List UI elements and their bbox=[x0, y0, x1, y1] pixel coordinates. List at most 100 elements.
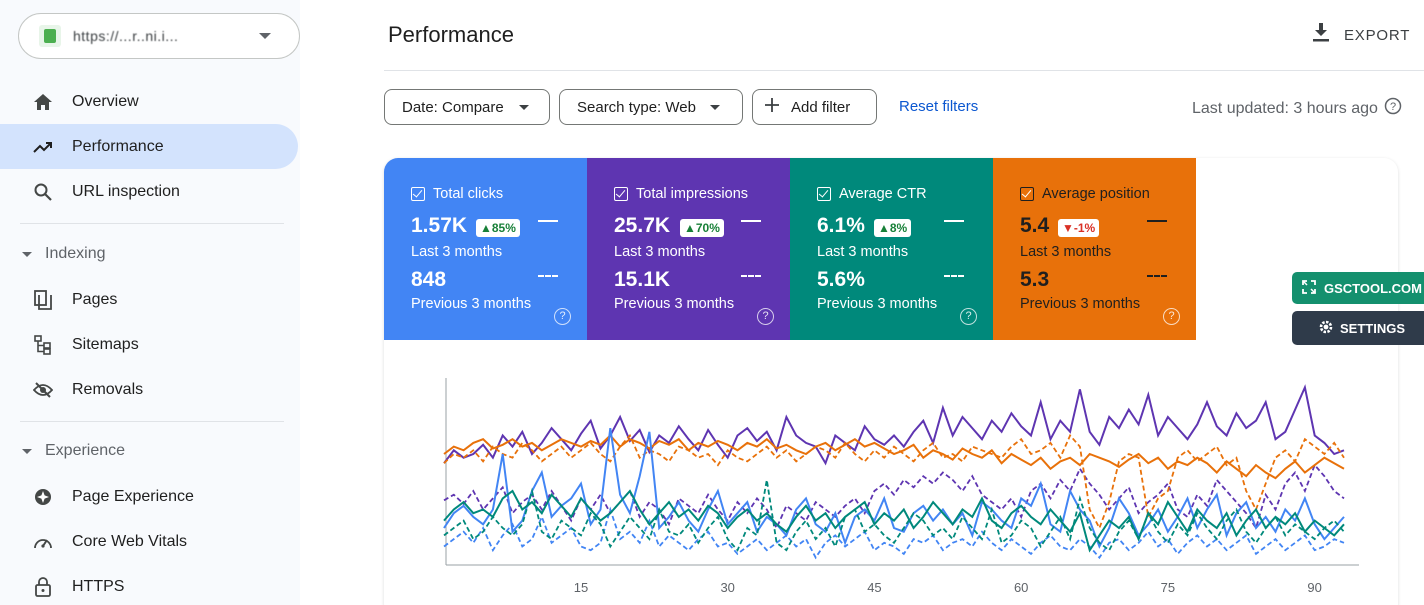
checkbox-checked-icon[interactable] bbox=[817, 187, 831, 201]
checkbox-checked-icon[interactable] bbox=[411, 187, 425, 201]
sidebar-item-core-web-vitals[interactable]: Core Web Vitals bbox=[0, 519, 298, 564]
dashed-line-legend-icon bbox=[538, 275, 558, 277]
performance-chart: 15 30 45 60 75 90 bbox=[443, 378, 1359, 595]
section-label: Indexing bbox=[45, 245, 106, 262]
sidebar-item-sitemaps[interactable]: Sitemaps bbox=[0, 322, 298, 367]
date-filter-chip[interactable]: Date: Compare bbox=[384, 89, 550, 125]
sidebar-item-removals[interactable]: Removals bbox=[0, 367, 298, 412]
help-icon[interactable]: ? bbox=[1163, 308, 1180, 325]
series-line-3 bbox=[443, 433, 1345, 531]
search-icon bbox=[33, 182, 53, 202]
gsctool-label: GSCTOOL.COM bbox=[1324, 280, 1422, 296]
header-divider bbox=[384, 70, 1424, 71]
collapse-triangle-icon bbox=[22, 448, 32, 454]
help-icon[interactable]: ? bbox=[960, 308, 977, 325]
change-badge: ▼-1% bbox=[1058, 219, 1100, 237]
metric-prev-value: 848 bbox=[411, 268, 447, 291]
metric-period: Last 3 months bbox=[614, 244, 706, 260]
sidebar-item-label: Removals bbox=[72, 380, 144, 398]
sitemap-icon bbox=[33, 334, 53, 355]
trending-up-icon bbox=[33, 137, 53, 157]
solid-line-legend-icon bbox=[1147, 220, 1167, 222]
x-tick-label: 60 bbox=[1014, 580, 1028, 595]
sidebar-item-pages[interactable]: Pages bbox=[0, 277, 298, 322]
metric-card-average-position[interactable]: Average position 5.4 ▼-1% Last 3 months … bbox=[993, 158, 1196, 340]
svg-text:?: ? bbox=[1390, 101, 1396, 113]
change-badge: ▲85% bbox=[476, 219, 520, 237]
property-selector[interactable]: https://...r..ni.i... bbox=[18, 13, 300, 59]
metric-card-total-impressions[interactable]: Total impressions 25.7K ▲70% Last 3 mont… bbox=[587, 158, 790, 340]
metric-title: Total clicks bbox=[433, 186, 504, 202]
solid-line-legend-icon bbox=[538, 220, 558, 222]
series-line-7 bbox=[443, 479, 1345, 552]
metric-prev-period: Previous 3 months bbox=[614, 296, 735, 312]
dashed-line-legend-icon bbox=[944, 275, 964, 277]
sidebar-item-overview[interactable]: Overview bbox=[0, 79, 298, 124]
change-badge: ▲70% bbox=[680, 219, 724, 237]
checkbox-checked-icon[interactable] bbox=[614, 187, 628, 201]
chevron-down-icon bbox=[709, 104, 720, 110]
metric-value: 1.57K bbox=[411, 214, 468, 237]
help-icon[interactable]: ? bbox=[757, 308, 774, 325]
metric-period: Last 3 months bbox=[1020, 244, 1112, 260]
section-header-experience[interactable]: Experience bbox=[22, 439, 125, 463]
metric-title: Total impressions bbox=[636, 186, 749, 202]
speedometer-icon bbox=[33, 532, 53, 552]
sidebar-divider bbox=[20, 223, 284, 224]
section-header-indexing[interactable]: Indexing bbox=[22, 242, 106, 266]
series-line-2 bbox=[443, 434, 1345, 480]
help-icon[interactable]: ? bbox=[554, 308, 571, 325]
sidebar-item-label: Core Web Vitals bbox=[72, 532, 188, 550]
metric-prev-period: Previous 3 months bbox=[1020, 296, 1141, 312]
sidebar-item-performance[interactable]: Performance bbox=[0, 124, 298, 169]
export-button[interactable]: EXPORT bbox=[1312, 22, 1410, 48]
add-filter-button[interactable]: Add filter bbox=[752, 89, 877, 125]
reset-filters-link[interactable]: Reset filters bbox=[899, 98, 979, 115]
site-favicon-icon bbox=[39, 25, 61, 47]
checkbox-checked-icon[interactable] bbox=[1020, 187, 1034, 201]
sidebar-item-page-experience[interactable]: Page Experience bbox=[0, 474, 298, 519]
series-line-1 bbox=[443, 463, 1345, 531]
metric-card-total-clicks[interactable]: Total clicks 1.57K ▲85% Last 3 months 84… bbox=[384, 158, 587, 340]
search-type-filter-chip[interactable]: Search type: Web bbox=[559, 89, 743, 125]
x-tick-label: 90 bbox=[1307, 580, 1321, 595]
settings-label: SETTINGS bbox=[1340, 320, 1406, 336]
download-icon bbox=[1312, 22, 1330, 48]
sidebar-item-label: URL inspection bbox=[72, 182, 180, 200]
metric-period: Last 3 months bbox=[817, 244, 909, 260]
settings-button[interactable]: SETTINGS bbox=[1292, 311, 1424, 345]
metric-value: 5.4 bbox=[1020, 214, 1050, 237]
metric-prev-value: 15.1K bbox=[614, 268, 671, 291]
home-icon bbox=[33, 92, 53, 112]
chip-label: Date: Compare bbox=[402, 98, 504, 116]
x-tick-label: 75 bbox=[1161, 580, 1175, 595]
sidebar-divider bbox=[20, 421, 284, 422]
chip-label: Search type: Web bbox=[577, 98, 696, 116]
page-experience-icon bbox=[33, 487, 53, 507]
export-label: EXPORT bbox=[1344, 26, 1411, 44]
property-url: https://...r..ni.i... bbox=[73, 28, 179, 44]
sidebar-item-label: Pages bbox=[72, 290, 118, 308]
page-title: Performance bbox=[388, 22, 514, 47]
chip-label: Add filter bbox=[791, 98, 851, 116]
metric-value: 6.1% bbox=[817, 214, 865, 237]
metric-title: Average CTR bbox=[839, 186, 927, 202]
gsctool-button[interactable]: GSCTOOL.COM bbox=[1292, 272, 1424, 304]
sidebar-item-url-inspection[interactable]: URL inspection bbox=[0, 169, 298, 214]
sidebar-item-label: HTTPS bbox=[72, 577, 125, 595]
metric-card-average-ctr[interactable]: Average CTR 6.1% ▲8% Last 3 months 5.6% … bbox=[790, 158, 993, 340]
sidebar-item-https[interactable]: HTTPS bbox=[0, 564, 298, 605]
metric-value: 25.7K bbox=[614, 214, 671, 237]
sidebar: https://...r..ni.i... Overview Performan… bbox=[0, 0, 300, 605]
pages-icon bbox=[33, 289, 53, 310]
metric-prev-period: Previous 3 months bbox=[817, 296, 938, 312]
help-icon[interactable]: ? bbox=[1384, 97, 1402, 120]
metric-prev-value: 5.6% bbox=[817, 268, 865, 291]
metric-period: Last 3 months bbox=[411, 244, 503, 260]
metric-prev-period: Previous 3 months bbox=[411, 296, 532, 312]
section-label: Experience bbox=[45, 442, 126, 459]
removals-icon bbox=[33, 380, 53, 400]
series-line-6 bbox=[443, 489, 1345, 553]
solid-line-legend-icon bbox=[741, 220, 761, 222]
x-tick-label: 45 bbox=[867, 580, 881, 595]
